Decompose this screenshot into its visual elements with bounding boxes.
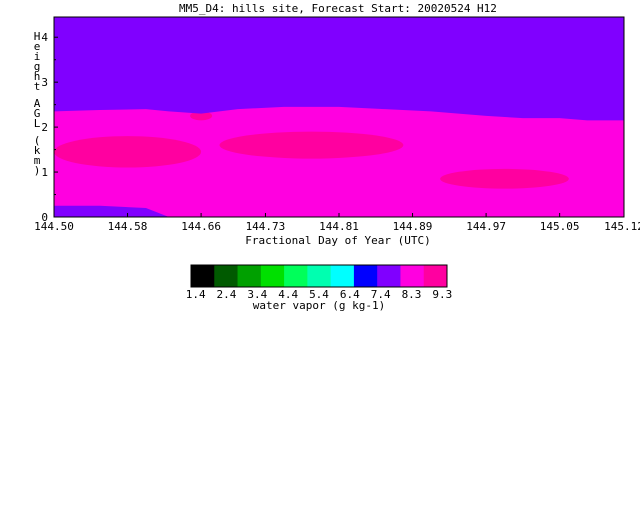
- y-axis-label-char: t: [34, 80, 41, 93]
- colorbar-tick-label: 4.4: [278, 288, 298, 301]
- colorbar-swatch: [214, 265, 239, 287]
- colorbar-swatch: [191, 265, 215, 287]
- y-axis-label-char: A: [34, 97, 41, 110]
- colorbar-label: water vapor (g kg-1): [253, 299, 385, 312]
- y-axis-label-char: L: [34, 117, 41, 130]
- band-2: [54, 17, 624, 121]
- y-tick-label: 1: [41, 166, 48, 179]
- x-tick-label: 144.58: [108, 220, 148, 233]
- y-axis-label-char: G: [34, 107, 41, 120]
- colorbar-swatch: [237, 265, 262, 287]
- band-0: [54, 205, 624, 217]
- x-tick-label: 144.89: [393, 220, 433, 233]
- x-tick-label: 145.12: [604, 220, 640, 233]
- colorbar-tick-label: 2.4: [217, 288, 237, 301]
- colorbar-tick-label: 1.4: [186, 288, 206, 301]
- colorbar-tick-label: 8.3: [402, 288, 422, 301]
- x-axis-label: Fractional Day of Year (UTC): [245, 234, 430, 247]
- x-tick-label: 145.05: [540, 220, 580, 233]
- x-ticks: 144.50 144.58 144.66 144.73 144.81 144.89 144.…: [34, 213, 640, 233]
- y-axis-label-char: m: [34, 154, 41, 167]
- y-axis-label-char: (: [34, 134, 41, 147]
- colorbar-swatch: [284, 265, 308, 287]
- x-tick-label: 144.73: [246, 220, 286, 233]
- y-tick-label: 2: [41, 121, 48, 134]
- colorbar-tick-label: 5.4: [309, 288, 329, 301]
- moist-patch-3: [190, 111, 213, 121]
- x-tick-label: 144.50: [34, 220, 74, 233]
- moist-patch-2: [440, 168, 569, 189]
- colorbar-swatch: [423, 265, 448, 287]
- colorbar-tick-label: 7.4: [371, 288, 391, 301]
- y-tick-label: 4: [41, 31, 48, 44]
- y-axis-label-char: h: [34, 70, 41, 83]
- colorbar-swatch: [377, 265, 401, 287]
- colorbar-tick-label: 6.4: [340, 288, 360, 301]
- colorbar-swatch: [400, 265, 425, 287]
- colorbar-ticks: 1.4 2.4 3.4 4.4 5.4 6.4 7.4 8.3 9.3: [186, 288, 453, 301]
- y-axis-label-char: ): [34, 164, 41, 177]
- colorbar-swatch: [330, 265, 355, 287]
- moist-patch-1: [219, 131, 404, 159]
- y-tick-label: 3: [41, 76, 48, 89]
- colorbar-swatch: [260, 265, 285, 287]
- colorbar-swatch: [307, 265, 332, 287]
- x-tick-label: 144.97: [466, 220, 506, 233]
- y-tick-label: 0: [41, 211, 48, 224]
- colorbar-tick-label: 3.4: [247, 288, 267, 301]
- colorbar-frame: [190, 264, 448, 288]
- y-ticks: 0 1 2 3 4: [41, 31, 58, 224]
- y-axis-label-char: i: [34, 50, 41, 63]
- x-tick-label: 144.81: [319, 220, 359, 233]
- chart-title: MM5_D4: hills site, Forecast Start: 2002…: [179, 2, 497, 15]
- moist-patch-0: [54, 136, 202, 168]
- y-axis-label-char: k: [34, 144, 41, 157]
- colorbar-swatch: [353, 265, 378, 287]
- x-tick-label: 144.66: [181, 220, 221, 233]
- y-axis-label-char: g: [34, 60, 41, 73]
- colorbar-tick-label: 9.3: [432, 288, 452, 301]
- y-axis-label-char: e: [34, 40, 41, 53]
- plot-area: [53, 16, 625, 218]
- colorbar: [190, 264, 448, 288]
- y-axis-label-char: H: [34, 30, 41, 43]
